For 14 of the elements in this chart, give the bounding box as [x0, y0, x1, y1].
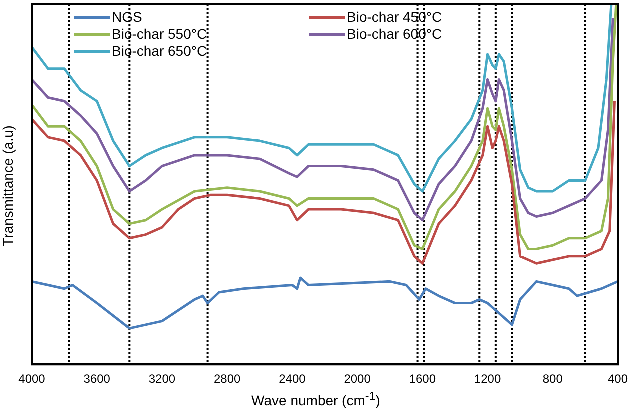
- x-tick-label: 4000: [18, 372, 46, 386]
- x-tick-label: 400: [608, 372, 628, 386]
- x-tick-label: 1200: [474, 372, 502, 386]
- x-tick-label: 2000: [344, 372, 372, 386]
- y-axis-title: Transmittance (a.u): [0, 124, 16, 248]
- x-tick-label: 2800: [214, 372, 242, 386]
- x-axis-title: Wave number (cm$^{-1}$): [250, 390, 382, 409]
- legend-label: Bio-char 650°C: [112, 42, 208, 59]
- x-tick-label: 3600: [84, 372, 111, 386]
- x-tick-label: 3200: [148, 372, 176, 386]
- legend-label: Bio-char 550°C: [112, 26, 208, 42]
- x-tick-label: 2400: [279, 372, 306, 386]
- x-tick-label: 800: [542, 372, 564, 386]
- x-tick-label: 1600: [409, 372, 436, 386]
